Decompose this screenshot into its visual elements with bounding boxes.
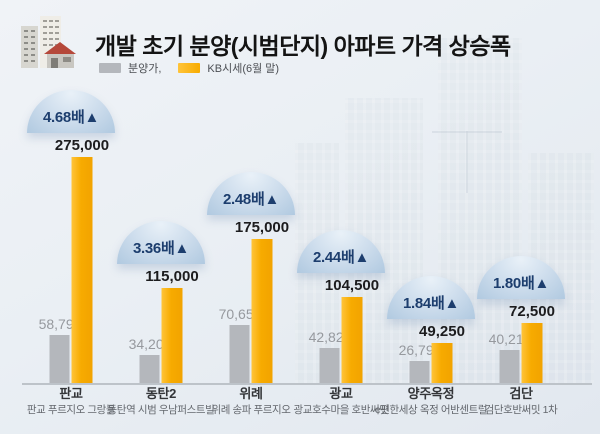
kb-bar [341,297,363,383]
bunyang-price-value: 34,200 [128,336,172,352]
bar-pair [49,157,93,383]
bar-pair [139,288,183,383]
category-label: 검단 [509,386,533,401]
kb-bar [71,157,93,383]
bar-pair [409,343,453,383]
complex-name-label: 검단호반써밋 1차 [484,404,558,416]
kb-price-value: 115,000 [145,268,199,285]
bunyang-price-value: 58,790 [38,316,82,332]
bunyang-price-value: 42,821 [308,329,352,345]
bar-pair [229,239,273,383]
bunyang-price-value: 40,210 [488,331,532,347]
ratio-badge: 1.84배▲ [387,276,475,319]
ratio-badge: 1.80배▲ [477,256,565,299]
complex-name-label: 위례 송파 푸르지오 [211,404,291,416]
kb-bar [161,288,183,383]
ratio-badge: 3.36배▲ [117,221,205,264]
complex-name-label: e편한세상 옥정 어반센트럴 [374,404,488,416]
kb-price-value: 175,000 [234,219,290,236]
complex-name-label: 광교호수마을 호반써밋 [293,404,389,416]
category-label: 양주옥정 [407,386,455,401]
kb-price-value: 49,250 [419,323,465,340]
category-label: 판교 [59,386,83,401]
ratio-badge: 2.44배▲ [297,230,385,273]
bunyang-bar [49,335,70,383]
bar-pair [319,297,363,383]
complex-name-label: 동탄역 시범 우남퍼스트빌 [107,404,215,416]
kb-bar [521,323,543,383]
kb-price-value: 275,000 [54,137,110,154]
x-axis-line [22,383,592,385]
category-label: 동탄2 [145,386,177,401]
bunyang-bar [139,355,160,383]
legend-label-kb: KB시세(6월 말) [207,63,280,75]
chart-column-5: 1.84배▲ 49,250 26,791 양주옥정 e편한세상 옥정 어반센트럴 [375,84,488,434]
legend-label-bunyangga: 분양가, [128,63,162,75]
chart-column-2: 3.36배▲ 115,000 34,200 동탄2 동탄역 시범 우남퍼스트빌 [108,84,215,434]
kb-bar [251,239,273,383]
bunyang-bar [499,350,520,383]
legend-swatch-bunyangga [99,63,121,73]
bunyang-bar [229,325,250,383]
category-label: 광교 [329,386,353,401]
bunyang-price-value: 70,650 [218,306,262,322]
legend: 분양가, KB시세(6월 말) [99,60,289,76]
kb-price-value: 104,500 [324,277,380,294]
apartment-buildings-icon [21,16,76,68]
kb-bar [431,343,453,383]
bar-pair [499,323,543,383]
category-label: 위례 [239,386,263,401]
kb-price-value: 72,500 [509,303,555,320]
bunyang-bar [409,361,430,383]
legend-swatch-kb [178,63,201,73]
ratio-badge: 4.68배▲ [27,90,115,133]
page-title: 개발 초기 분양(시범단지) 아파트 가격 상승폭 [95,33,511,59]
ratio-badge: 2.48배▲ [207,172,295,215]
bunyang-price-value: 26,791 [398,342,442,358]
complex-name-label: 판교 푸르지오 그랑블 [26,404,116,416]
bunyang-bar [319,348,340,383]
